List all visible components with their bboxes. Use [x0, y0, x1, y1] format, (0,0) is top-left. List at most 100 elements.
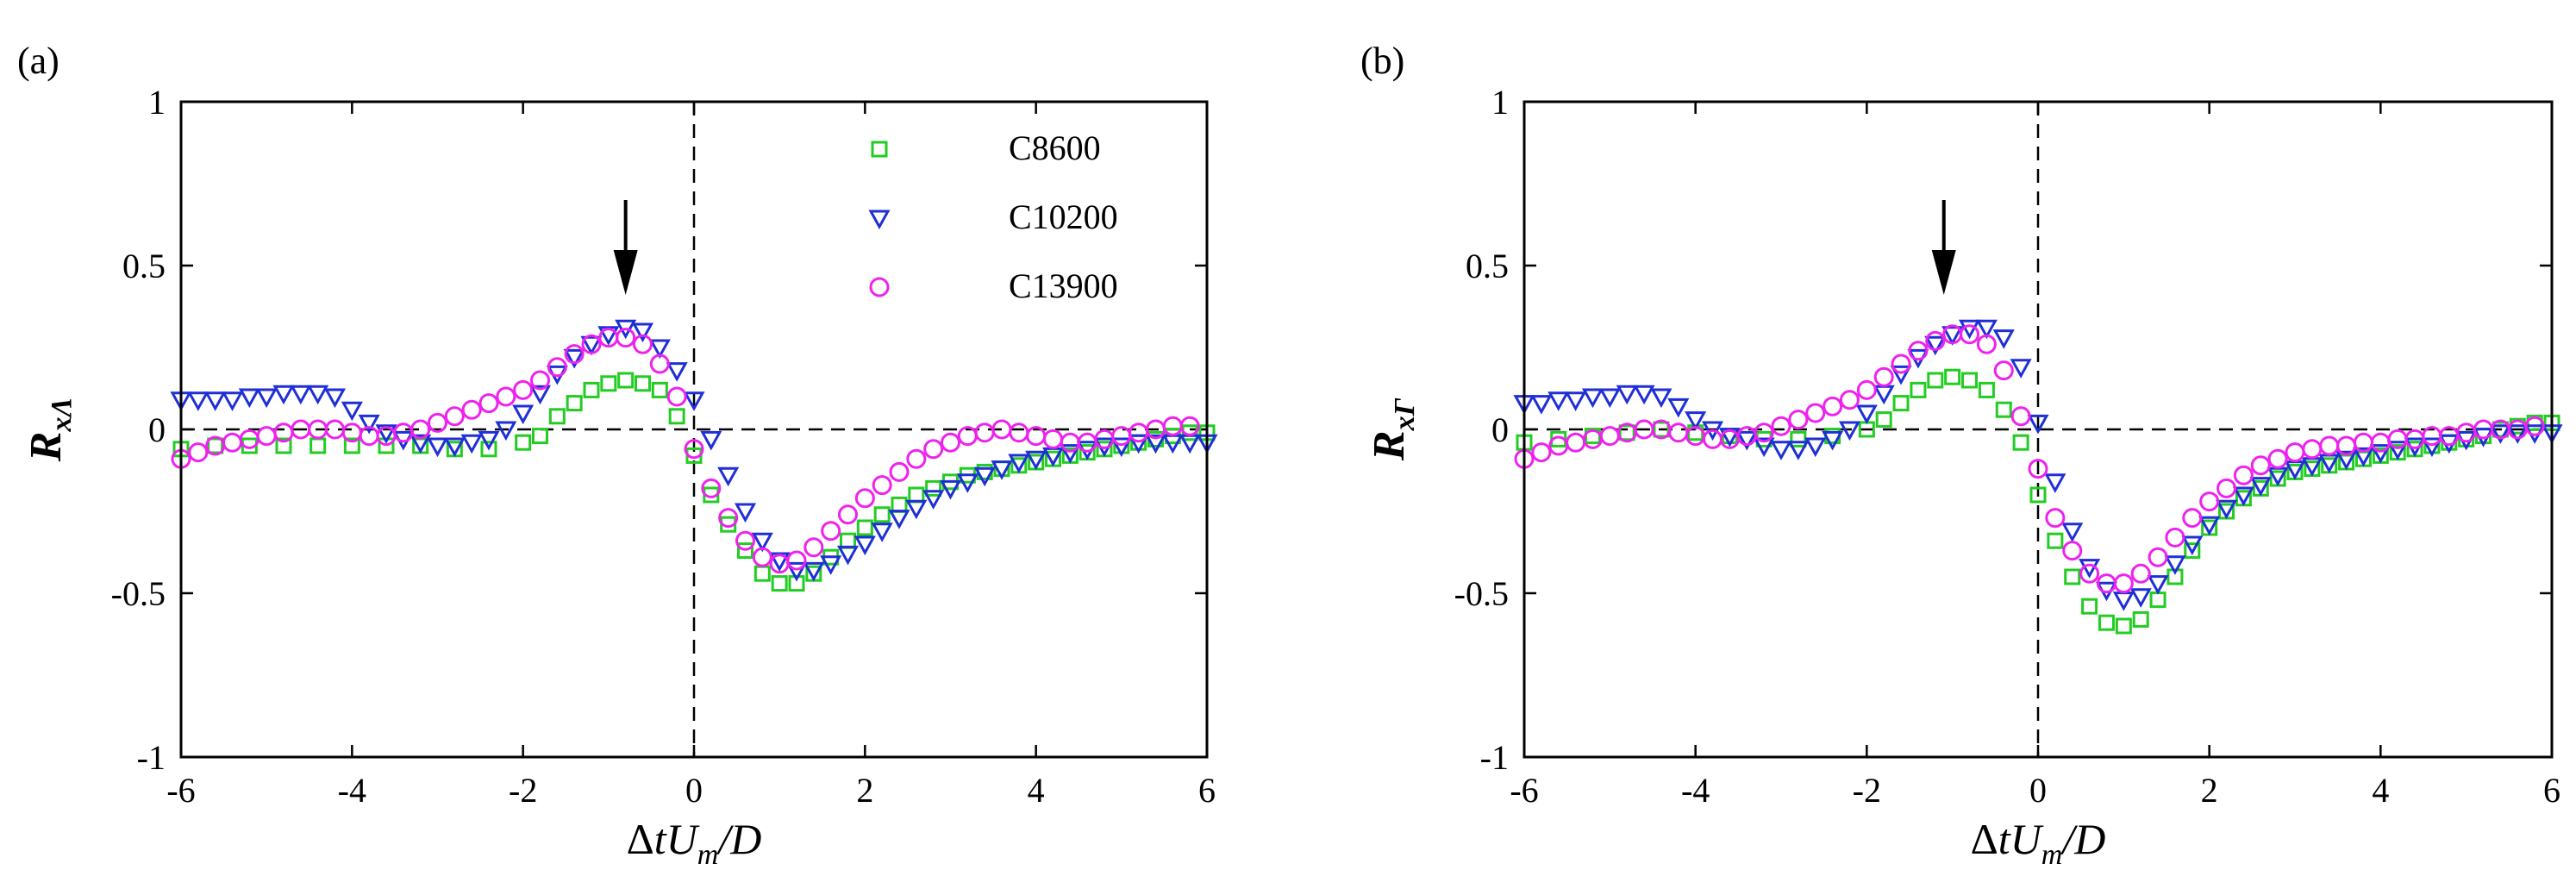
legend-label: C8600 [1009, 128, 1101, 167]
data-point [1993, 360, 2014, 381]
data-point [2012, 434, 2029, 451]
data-point [1770, 441, 1792, 460]
data-point [1110, 437, 1133, 458]
x-axis-label: ΔtUm/D [1971, 815, 2106, 871]
data-point [1043, 429, 1063, 449]
data-point [631, 322, 654, 343]
data-point [1890, 365, 1912, 385]
data-point [2249, 477, 2272, 497]
data-point [2181, 535, 2204, 556]
data-point [941, 432, 960, 453]
y-label-r: R [1365, 430, 1414, 461]
data-point [1667, 397, 1690, 418]
legend-marker [869, 277, 890, 297]
x-tick-label: -4 [338, 771, 366, 810]
data-point [207, 437, 224, 454]
legend-marker [868, 210, 891, 230]
data-point [1908, 341, 1929, 361]
data-point [617, 372, 635, 389]
data-point [718, 508, 739, 529]
data-point [616, 328, 636, 348]
data-point [375, 424, 397, 444]
data-point [1804, 437, 1827, 458]
data-point [1960, 324, 1980, 345]
data-point [768, 552, 791, 573]
data-point [786, 550, 807, 571]
data-point [583, 381, 600, 398]
data-point [1616, 385, 1638, 405]
data-point [343, 437, 360, 454]
data-point [1618, 424, 1635, 441]
legend-entry: C10200 [868, 197, 1118, 236]
data-point [908, 486, 925, 504]
data-point [580, 335, 603, 356]
data-point [2028, 459, 2048, 479]
data-point [2029, 486, 2047, 504]
y-tick-label: 0.5 [1466, 247, 1509, 285]
data-point [668, 408, 685, 425]
data-point [2386, 441, 2409, 460]
y-axis-label: RxΓ [1365, 397, 1421, 461]
data-point [1718, 428, 1741, 448]
chart-panel-b: (b) -6 -4 -2 0 2 4 6 -1 -0.5 0 0.5 1 ΔtUm/D RxΓ [1360, 40, 2563, 871]
x-label-rest: /D [716, 815, 761, 863]
data-point [1531, 442, 1552, 463]
y-label-sub: xΓ [1389, 397, 1421, 431]
data-point [1790, 430, 1807, 448]
x-tick-label: -2 [1853, 771, 1881, 810]
x-label-u: U [666, 815, 700, 863]
data-point [221, 391, 244, 411]
data-point [444, 406, 465, 427]
data-point [751, 532, 773, 553]
data-point [701, 478, 722, 498]
data-point [700, 430, 722, 451]
data-point [2285, 442, 2305, 463]
data-point [922, 490, 945, 510]
data-point [222, 432, 242, 453]
data-point [1128, 434, 1150, 454]
data-point [1961, 372, 1979, 389]
data-point [820, 555, 842, 575]
data-point [1754, 422, 1774, 443]
data-point [1547, 391, 1570, 411]
data-point [1598, 388, 1621, 409]
data-point [785, 561, 808, 582]
data-point [1788, 410, 1809, 430]
data-point [1855, 404, 1878, 425]
data-point [2165, 527, 2185, 548]
data-point [2010, 359, 2032, 379]
series-C8600 [1516, 368, 2560, 635]
arrow-annotation [1931, 200, 1956, 295]
data-point [2112, 591, 2135, 611]
data-point [737, 542, 753, 560]
y-tick-label: -1 [1480, 738, 1509, 777]
x-tick-label: 0 [2029, 771, 2047, 810]
data-point [973, 466, 996, 487]
data-point [684, 439, 704, 460]
y-tick-label: -0.5 [111, 574, 166, 613]
data-point [2149, 591, 2166, 609]
data-point [1927, 372, 1944, 389]
data-point [1162, 416, 1183, 436]
data-point [836, 545, 860, 566]
data-point [2232, 486, 2254, 507]
data-point [717, 466, 740, 487]
x-axis-label: ΔtUm/D [627, 815, 762, 871]
data-point [1599, 426, 1620, 447]
data-point [925, 479, 942, 497]
series-C13900 [171, 328, 1200, 574]
data-point [2267, 448, 2288, 469]
data-point [1823, 396, 1843, 416]
data-point [1653, 421, 1670, 438]
tick-layer: -6 -4 -2 0 2 4 6 -1 -0.5 0 0.5 1 [1454, 83, 2560, 810]
data-point [2352, 447, 2375, 467]
data-point [854, 488, 875, 509]
data-point [1839, 390, 1860, 410]
legend-entry: C8600 [871, 128, 1101, 167]
panel-label: (a) [17, 40, 59, 82]
arrow-head [613, 250, 638, 295]
data-point [547, 357, 567, 378]
data-point [803, 561, 825, 582]
data-point [496, 386, 516, 407]
data-point [1685, 411, 1707, 431]
